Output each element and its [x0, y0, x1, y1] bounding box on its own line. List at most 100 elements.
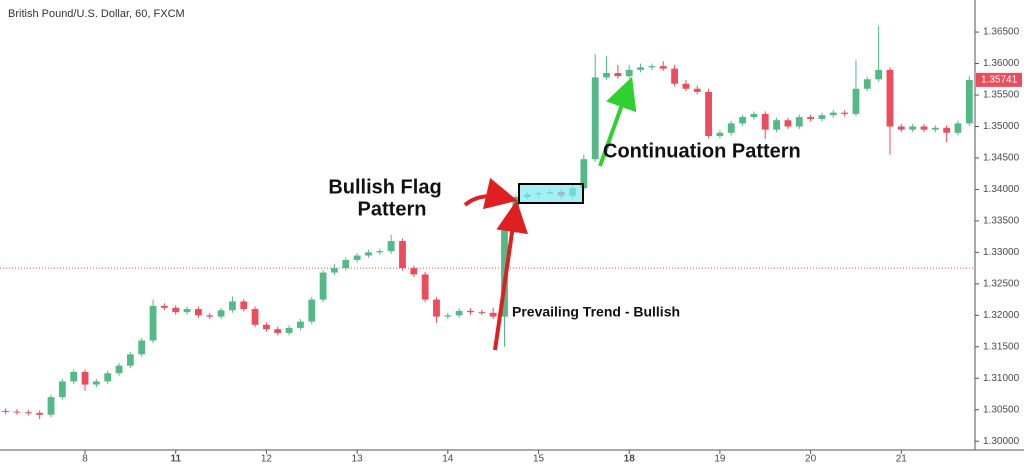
candle-body [920, 126, 928, 130]
y-tick-label: 1.34000 [983, 184, 1020, 195]
candle-body [274, 329, 282, 333]
candle-body [263, 324, 270, 330]
candle-body [841, 112, 849, 114]
flag-arrow [463, 177, 518, 210]
candle-body [818, 115, 826, 119]
candle-body [399, 241, 406, 269]
x-tick-label: 14 [442, 454, 454, 465]
candle-body [387, 241, 395, 252]
candle-body [36, 412, 44, 415]
y-tick-label: 1.31500 [983, 341, 1020, 352]
y-tick-label: 1.30500 [983, 404, 1020, 415]
candle-body [739, 117, 746, 124]
candle-body [886, 69, 894, 127]
candle-body [637, 67, 644, 70]
candle-body [455, 310, 463, 316]
candle-body [965, 79, 973, 124]
candle-body [138, 340, 146, 355]
candle-body [285, 327, 293, 333]
last-price-box [976, 72, 1022, 87]
candle-body [795, 117, 803, 127]
candle-body [659, 66, 667, 69]
candle-body [807, 117, 815, 119]
candle-body [421, 274, 429, 300]
candle-body [705, 91, 712, 136]
y-tick-label: 1.30000 [983, 436, 1020, 447]
candle-body [115, 365, 123, 374]
y-tick-label: 1.35000 [983, 121, 1020, 132]
candle-body [467, 310, 474, 313]
candle-body [931, 127, 939, 130]
candle-body [342, 259, 350, 269]
candle-body [682, 83, 690, 89]
candle-body [897, 126, 905, 130]
flag-box [518, 183, 584, 204]
candle-body [603, 73, 610, 78]
candle-body [433, 299, 440, 317]
candle-body [160, 305, 168, 308]
x-tick-label: 19 [714, 454, 726, 465]
candle-body [863, 79, 871, 89]
candle-body [353, 255, 361, 260]
candle-body [319, 272, 327, 300]
candle-body [13, 411, 21, 413]
candle-body [24, 412, 32, 414]
candle-body [773, 120, 780, 130]
candle-body [648, 66, 656, 68]
x-tick-label: 18 [624, 454, 636, 465]
annotation: Bullish Flag [328, 176, 441, 198]
candle-body [591, 77, 599, 160]
chart-title: British Pound/U.S. Dollar, 60, FXCM [8, 8, 185, 20]
candle-body [716, 132, 724, 136]
candle-body [217, 310, 225, 317]
x-tick-label: 15 [533, 454, 545, 465]
y-tick-label: 1.32500 [983, 278, 1020, 289]
candle-body [251, 309, 259, 325]
candle-body [478, 312, 486, 314]
candle-body [206, 315, 214, 317]
candle-body [2, 410, 10, 412]
annotation: Continuation Pattern [603, 140, 801, 162]
x-tick-label: 8 [82, 454, 88, 465]
x-tick-label: 20 [805, 454, 817, 465]
candle-body [671, 68, 678, 84]
candle-body [365, 252, 372, 256]
y-tick-label: 1.31000 [983, 373, 1020, 384]
candle-body [126, 354, 134, 366]
candle-body [693, 88, 701, 92]
x-tick-label: 11 [170, 454, 181, 465]
annotation: Pattern [358, 198, 427, 220]
candle-body [852, 88, 860, 114]
candle-body [410, 268, 418, 275]
candle-body [943, 127, 951, 133]
candle-body [81, 371, 89, 385]
candle-body [376, 251, 384, 253]
candle-body [489, 312, 497, 317]
candle-body [240, 301, 248, 310]
candle-body [149, 305, 157, 341]
candle-body [308, 299, 316, 322]
candle-body [47, 397, 55, 415]
x-tick-label: 21 [896, 454, 908, 465]
candle-body [784, 120, 792, 127]
candle-body [954, 123, 962, 133]
candle-body [104, 373, 112, 382]
candle-body [875, 69, 883, 80]
candle-body [297, 321, 304, 328]
trend-arrow [493, 200, 528, 351]
y-tick-label: 1.33000 [983, 247, 1020, 258]
x-tick-label: 12 [261, 454, 273, 465]
candle-body [727, 123, 735, 133]
candle-body [829, 112, 837, 116]
candle-body [331, 268, 338, 273]
y-tick-label: 1.32000 [983, 310, 1020, 321]
candle-body [195, 309, 202, 316]
candle-body [625, 69, 633, 77]
continuation-arrow [598, 76, 637, 167]
candle-body [58, 381, 66, 398]
candle-body [444, 315, 452, 317]
annotation: Prevailing Trend - Bullish [512, 304, 680, 320]
candle-body [909, 126, 917, 130]
candle-body [580, 159, 588, 189]
